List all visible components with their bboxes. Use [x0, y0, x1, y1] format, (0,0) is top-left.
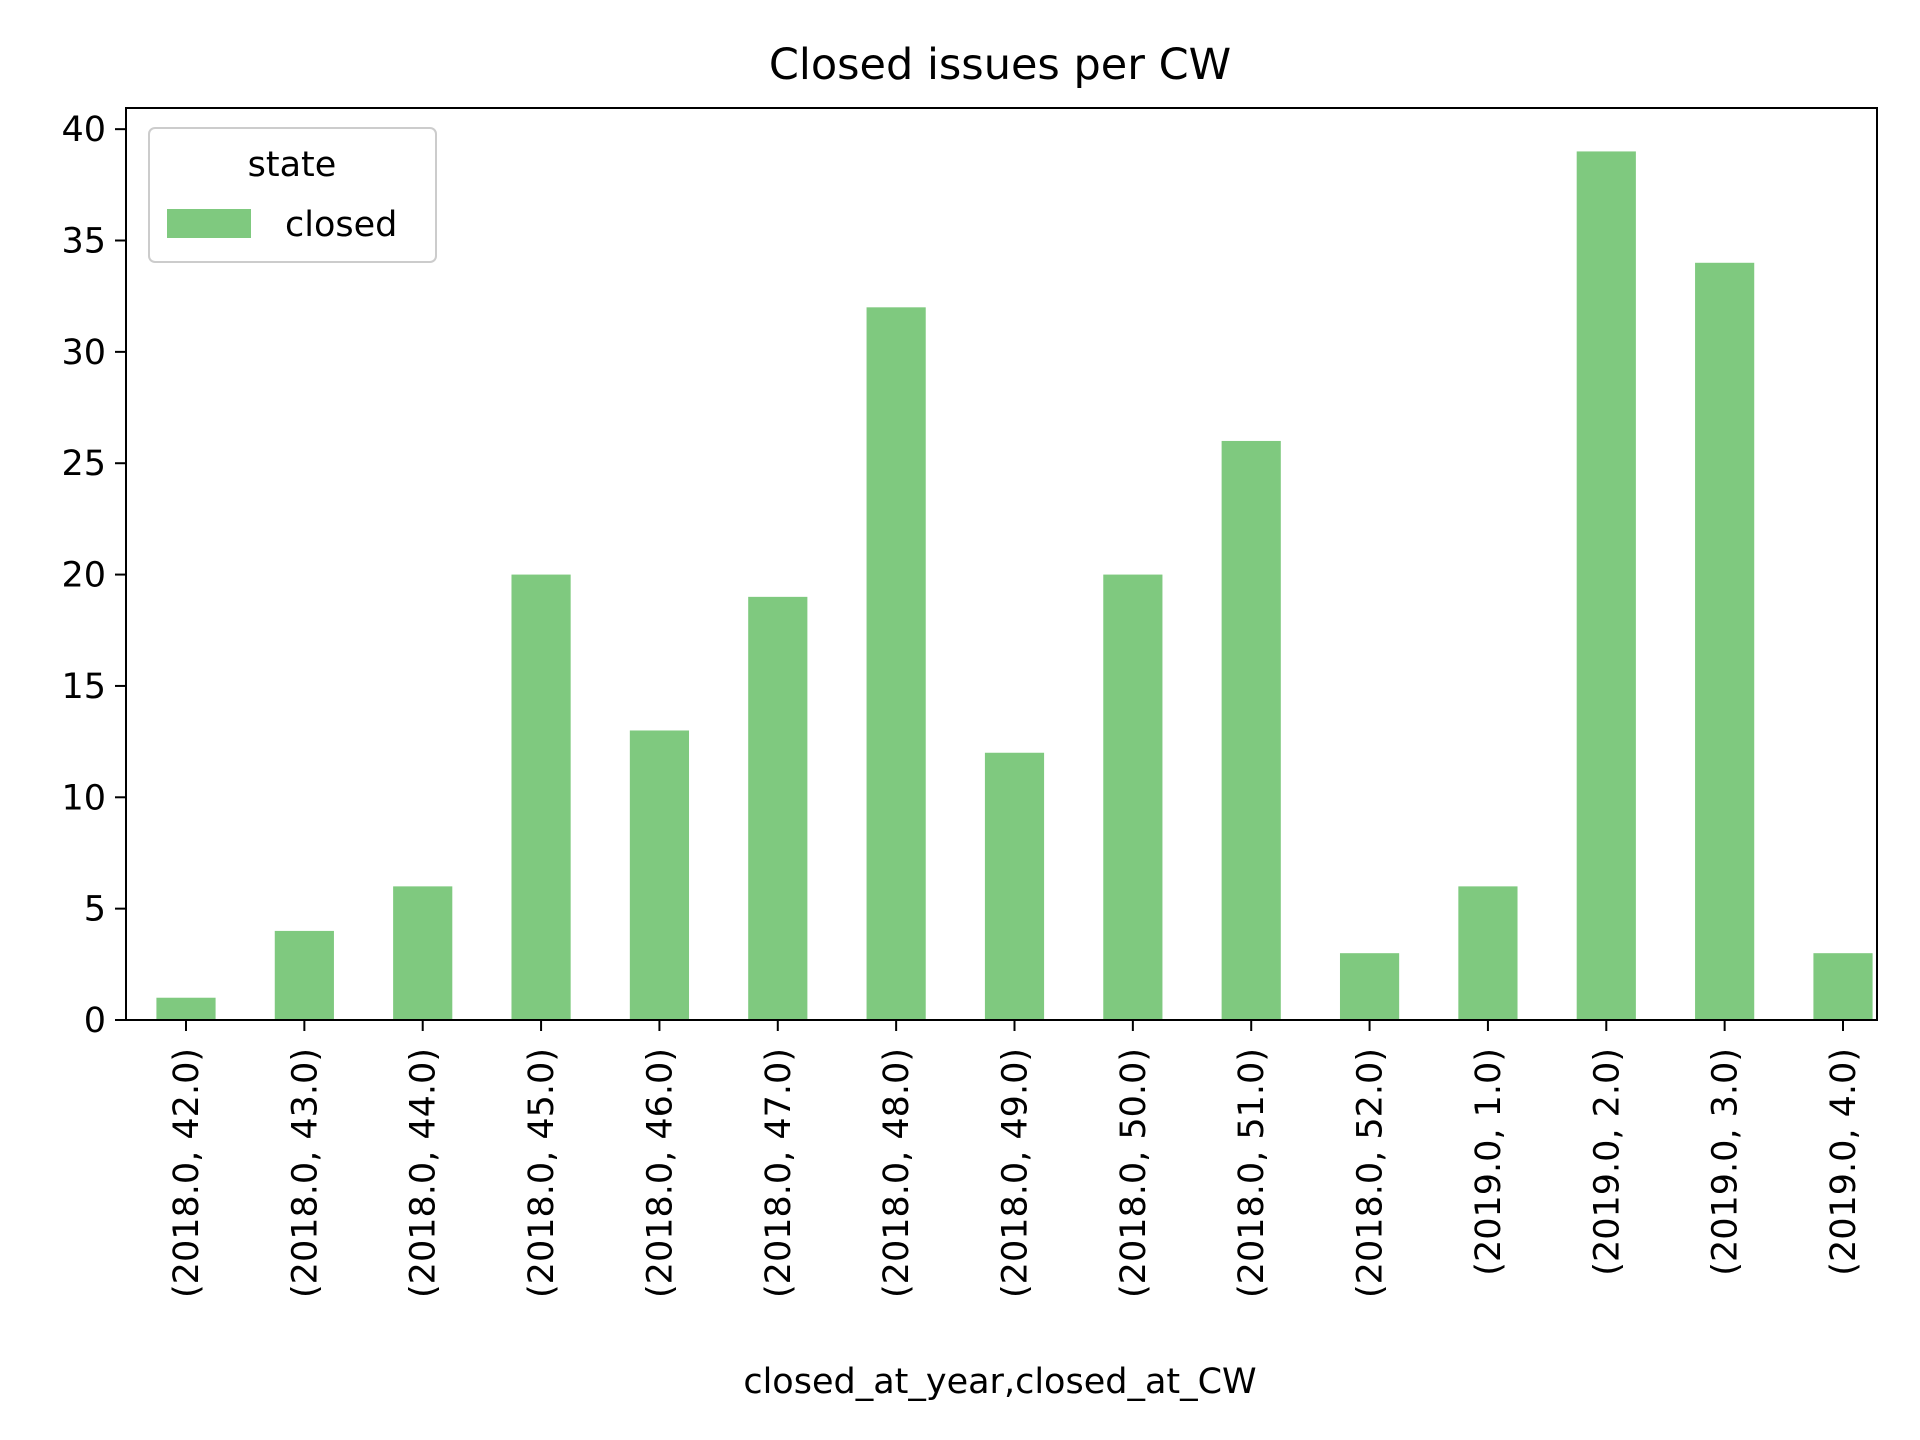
- x-tick-label: (2019.0, 4.0): [1824, 1048, 1864, 1276]
- x-tick-label: (2019.0, 2.0): [1587, 1048, 1627, 1276]
- y-tick-label: 40: [61, 110, 106, 150]
- chart-title: Closed issues per CW: [769, 40, 1231, 90]
- x-tick-label: (2018.0, 51.0): [1232, 1048, 1272, 1298]
- x-tick-label: (2018.0, 48.0): [877, 1048, 917, 1298]
- bar-11: [1339, 953, 1400, 1020]
- bar-4: [511, 574, 571, 1020]
- y-tick-label: 15: [61, 667, 106, 707]
- y-tick-label: 35: [61, 222, 106, 262]
- bar-3: [393, 886, 453, 1020]
- x-tick-label: (2019.0, 3.0): [1706, 1048, 1746, 1276]
- y-tick-label: 20: [61, 556, 106, 596]
- y-tick-label: 0: [84, 1001, 106, 1041]
- x-axis: (2018.0, 42.0) (2018.0, 43.0) (2018.0, 44.…: [167, 1020, 1864, 1298]
- bar-13: [1576, 151, 1636, 1020]
- y-axis: 0 5 10 15 20 25 30 35 40: [61, 110, 126, 1041]
- x-tick-label: (2018.0, 45.0): [522, 1048, 562, 1298]
- bar-8: [984, 752, 1045, 1020]
- y-tick-label: 30: [61, 333, 106, 373]
- bar-14: [1695, 262, 1755, 1020]
- y-tick-label: 10: [61, 778, 106, 818]
- x-axis-label: closed_at_year,closed_at_CW: [743, 1362, 1256, 1402]
- bar-15: [1813, 953, 1873, 1020]
- plot-frame: [125, 107, 1878, 1021]
- y-tick-label: 5: [84, 890, 106, 930]
- x-tick-label: (2018.0, 42.0): [167, 1048, 207, 1298]
- bar-5: [629, 730, 690, 1020]
- legend-swatch-closed: [167, 209, 251, 238]
- x-tick-label: (2018.0, 49.0): [996, 1048, 1036, 1298]
- bar-2: [274, 930, 334, 1020]
- x-tick-label: (2018.0, 44.0): [404, 1048, 444, 1298]
- bar-1: [156, 997, 216, 1020]
- x-tick-label: (2019.0, 1.0): [1469, 1048, 1509, 1276]
- x-tick-label: (2018.0, 47.0): [759, 1048, 799, 1298]
- x-tick-label: (2018.0, 52.0): [1351, 1048, 1391, 1298]
- x-tick-label: (2018.0, 46.0): [640, 1048, 680, 1298]
- x-tick-label: (2018.0, 43.0): [285, 1048, 325, 1298]
- bar-9: [1103, 574, 1163, 1020]
- x-tick-label: (2018.0, 50.0): [1114, 1048, 1154, 1298]
- bar-10: [1221, 440, 1281, 1020]
- legend-title: state: [248, 145, 337, 185]
- bars-group: [156, 151, 1873, 1020]
- bar-7: [866, 307, 926, 1020]
- y-tick-label: 25: [61, 444, 106, 484]
- bar-6: [748, 596, 808, 1020]
- legend-label-closed: closed: [285, 205, 397, 245]
- legend: state closed: [148, 127, 437, 263]
- bar-12: [1458, 886, 1518, 1020]
